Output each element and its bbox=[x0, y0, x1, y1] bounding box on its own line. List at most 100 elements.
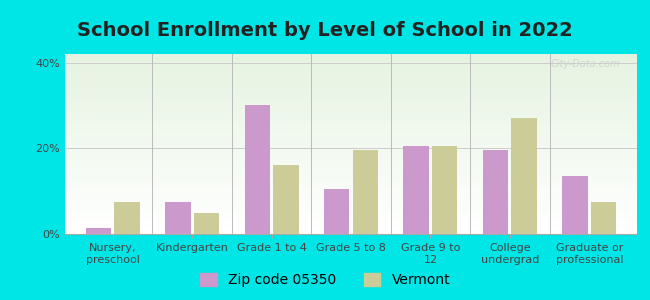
Bar bbox=[65, 136, 637, 137]
Bar bbox=[65, 98, 637, 99]
Bar bbox=[65, 146, 637, 147]
Bar bbox=[65, 109, 637, 110]
Bar bbox=[65, 131, 637, 132]
Bar bbox=[65, 192, 637, 193]
Bar bbox=[244, 105, 270, 234]
Bar bbox=[65, 71, 637, 72]
Bar bbox=[65, 66, 637, 67]
Bar bbox=[65, 82, 637, 83]
Bar bbox=[65, 209, 637, 210]
Bar bbox=[65, 206, 637, 207]
Bar bbox=[65, 54, 637, 55]
Bar bbox=[65, 199, 637, 200]
Bar bbox=[65, 157, 637, 158]
Bar bbox=[65, 96, 637, 97]
Bar bbox=[562, 176, 588, 234]
Bar bbox=[65, 163, 637, 164]
Bar bbox=[65, 195, 637, 196]
Bar bbox=[65, 124, 637, 125]
Bar bbox=[65, 220, 637, 221]
Bar bbox=[65, 161, 637, 162]
Bar bbox=[65, 229, 637, 230]
Bar bbox=[65, 120, 637, 121]
Bar bbox=[65, 226, 637, 227]
Bar bbox=[65, 179, 637, 180]
Bar bbox=[65, 63, 637, 64]
Bar bbox=[65, 139, 637, 140]
Bar bbox=[65, 142, 637, 143]
Bar bbox=[65, 88, 637, 89]
Bar bbox=[65, 94, 637, 95]
Bar bbox=[65, 67, 637, 68]
Bar bbox=[65, 149, 637, 150]
Bar bbox=[65, 194, 637, 195]
Bar bbox=[65, 97, 637, 98]
Bar bbox=[65, 83, 637, 84]
Bar bbox=[65, 114, 637, 115]
Bar bbox=[65, 230, 637, 231]
Bar bbox=[65, 212, 637, 213]
Bar bbox=[65, 60, 637, 61]
Bar bbox=[404, 146, 429, 234]
Bar bbox=[65, 169, 637, 170]
Bar bbox=[65, 113, 637, 114]
Bar bbox=[65, 189, 637, 190]
Bar bbox=[65, 121, 637, 122]
Bar bbox=[65, 117, 637, 118]
Bar bbox=[65, 65, 637, 66]
Bar bbox=[65, 133, 637, 134]
Bar bbox=[65, 171, 637, 172]
Bar bbox=[65, 233, 637, 234]
Bar bbox=[65, 141, 637, 142]
Bar bbox=[65, 168, 637, 169]
Bar bbox=[65, 76, 637, 77]
Bar bbox=[65, 150, 637, 151]
Bar bbox=[273, 165, 298, 234]
Bar bbox=[65, 55, 637, 56]
Bar bbox=[65, 101, 637, 102]
Bar bbox=[65, 167, 637, 168]
Text: City-Data.com: City-Data.com bbox=[550, 59, 620, 69]
Bar bbox=[65, 59, 637, 60]
Bar bbox=[65, 57, 637, 58]
Bar bbox=[65, 128, 637, 129]
Bar bbox=[65, 118, 637, 119]
Bar bbox=[65, 204, 637, 205]
Bar bbox=[512, 118, 537, 234]
Bar bbox=[65, 140, 637, 141]
Bar bbox=[65, 127, 637, 128]
Bar bbox=[65, 85, 637, 86]
Bar bbox=[65, 143, 637, 144]
Bar bbox=[65, 74, 637, 75]
Bar bbox=[65, 104, 637, 105]
Bar bbox=[65, 170, 637, 171]
Bar bbox=[65, 203, 637, 204]
Bar bbox=[65, 147, 637, 148]
Bar bbox=[65, 181, 637, 182]
Bar bbox=[65, 107, 637, 108]
Bar bbox=[65, 193, 637, 194]
Bar bbox=[65, 154, 637, 155]
Bar bbox=[65, 202, 637, 203]
Bar bbox=[65, 178, 637, 179]
Bar bbox=[65, 221, 637, 222]
Bar bbox=[65, 159, 637, 160]
Bar bbox=[65, 70, 637, 71]
Legend: Zip code 05350, Vermont: Zip code 05350, Vermont bbox=[200, 273, 450, 287]
Bar bbox=[65, 196, 637, 197]
Bar bbox=[352, 150, 378, 234]
Bar bbox=[65, 214, 637, 215]
Bar bbox=[65, 89, 637, 90]
Bar bbox=[65, 100, 637, 101]
Bar bbox=[65, 58, 637, 59]
Bar bbox=[65, 222, 637, 223]
Bar bbox=[65, 205, 637, 206]
Bar bbox=[65, 87, 637, 88]
Bar bbox=[65, 207, 637, 208]
Bar bbox=[65, 186, 637, 187]
Bar bbox=[65, 145, 637, 146]
Bar bbox=[65, 177, 637, 178]
Bar bbox=[65, 73, 637, 74]
Bar bbox=[65, 174, 637, 175]
Bar bbox=[65, 130, 637, 131]
